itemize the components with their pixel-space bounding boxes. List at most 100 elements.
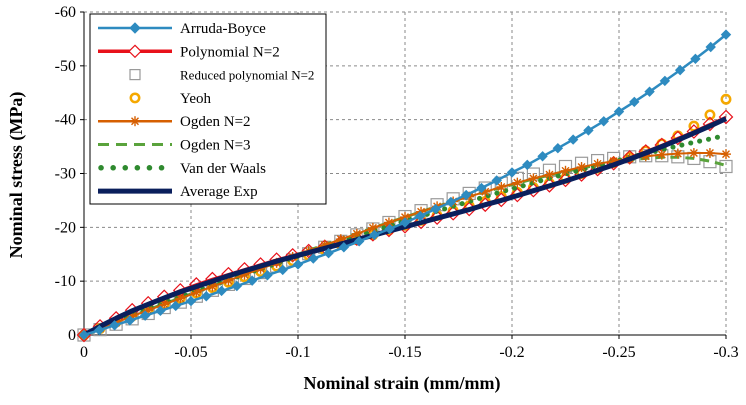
data-point [613, 106, 625, 117]
y-tick-label: 0 [68, 327, 76, 344]
y-tick-label: -20 [55, 219, 76, 236]
data-point [399, 217, 411, 228]
data-point [292, 259, 304, 270]
data-point [690, 53, 701, 65]
data-point [231, 280, 243, 292]
legend-item-ogden-n-3: Ogden N=3 [98, 138, 251, 154]
x-tick-label: -0.3 [713, 344, 738, 361]
data-point [528, 173, 539, 184]
legend-item-polynomial-n-2: Polynomial N=2 [98, 44, 280, 60]
legend-item-reduced-polynomial-n-2: Reduced polynomial N=2 [129, 68, 314, 83]
data-point [659, 75, 671, 87]
data-point [644, 86, 655, 97]
legend-item-arruda-boyce: Arruda-Boyce [98, 21, 266, 37]
data-point [721, 149, 731, 160]
data-point [323, 247, 334, 259]
legend-label: Reduced polynomial N=2 [180, 68, 314, 83]
data-point [496, 181, 507, 192]
legend: Arruda-Boyce Polynomial N=2 Reduced polyno… [89, 13, 327, 205]
x-tick-label: -0.1 [285, 344, 310, 361]
x-tick-label: -0.05 [174, 344, 207, 361]
x-tick-label: -0.2 [499, 344, 524, 361]
data-point [718, 109, 734, 125]
data-point [476, 182, 487, 194]
data-point [656, 149, 667, 160]
legend-item-ogden-n-2: Ogden N=2 [98, 114, 251, 130]
data-point [672, 148, 683, 159]
data-point [704, 148, 715, 159]
data-point [445, 196, 457, 208]
data-point [415, 210, 426, 222]
data-point [201, 291, 212, 302]
data-point [537, 151, 548, 162]
data-point [567, 134, 579, 145]
legend-label: Ogden N=2 [180, 114, 251, 130]
data-point [124, 315, 136, 326]
legend-label: Average Exp [180, 184, 258, 200]
legend-symbol [130, 116, 140, 127]
y-axis-title: Nominal stress (MPa) [6, 92, 27, 259]
data-point [720, 29, 732, 40]
data-point [705, 41, 716, 53]
data-point [277, 264, 288, 276]
y-tick-label: -10 [55, 273, 76, 290]
y-tick-label: -60 [55, 4, 76, 21]
data-point [109, 320, 120, 331]
data-point [78, 329, 90, 341]
legend-box [89, 13, 327, 205]
data-point [94, 324, 105, 336]
legend-label: Polynomial N=2 [180, 44, 280, 60]
data-point [598, 116, 609, 127]
x-axis-title: Nominal strain (mm/mm) [304, 373, 501, 394]
data-point [720, 93, 732, 105]
legend-item-van-der-waals: Van der Waals [98, 161, 266, 177]
x-tick-label: 0 [80, 344, 88, 361]
data-point [674, 64, 686, 76]
data-point [155, 305, 166, 316]
y-tick-label: -30 [55, 166, 76, 183]
data-point [246, 275, 258, 286]
data-point [159, 299, 170, 310]
data-point [522, 159, 533, 171]
legend-symbol [129, 22, 141, 34]
data-point [491, 175, 502, 186]
y-tick-label: -50 [55, 58, 76, 75]
data-point [704, 109, 716, 121]
y-tick-label: -40 [55, 112, 76, 129]
data-point [560, 165, 571, 176]
series-arruda-boyce [78, 29, 732, 341]
data-point [216, 285, 227, 297]
legend-symbol [129, 92, 141, 104]
data-point [170, 300, 181, 312]
data-point [400, 212, 410, 223]
data-point [688, 148, 699, 159]
data-point [592, 158, 603, 169]
data-point [338, 242, 350, 253]
data-point [629, 96, 640, 108]
data-point [506, 167, 518, 178]
data-point [583, 125, 594, 136]
x-tick-label: -0.25 [602, 344, 635, 361]
data-point [369, 229, 380, 241]
data-point [384, 223, 395, 235]
legend-symbol [129, 68, 141, 81]
data-point [544, 169, 555, 180]
legend-item-yeoh: Yeoh [129, 91, 211, 107]
data-point [262, 270, 273, 281]
data-point [719, 159, 733, 174]
data-point [576, 162, 587, 173]
legend-label: Ogden N=3 [180, 138, 251, 154]
grid [84, 11, 727, 335]
legend-label: Arruda-Boyce [180, 21, 266, 37]
legend-item-average-exp: Average Exp [98, 184, 258, 200]
data-point [552, 142, 564, 154]
data-point [353, 236, 365, 247]
data-point [139, 310, 151, 321]
data-point [430, 203, 441, 215]
axes: 0 -0.05 -0.1 -0.15 -0.2 -0.25 -0.3 0 -10 -20 -30 -4… [55, 4, 739, 361]
series-layer [76, 29, 734, 343]
x-tick-label: -0.15 [388, 344, 421, 361]
data-point [185, 295, 197, 307]
